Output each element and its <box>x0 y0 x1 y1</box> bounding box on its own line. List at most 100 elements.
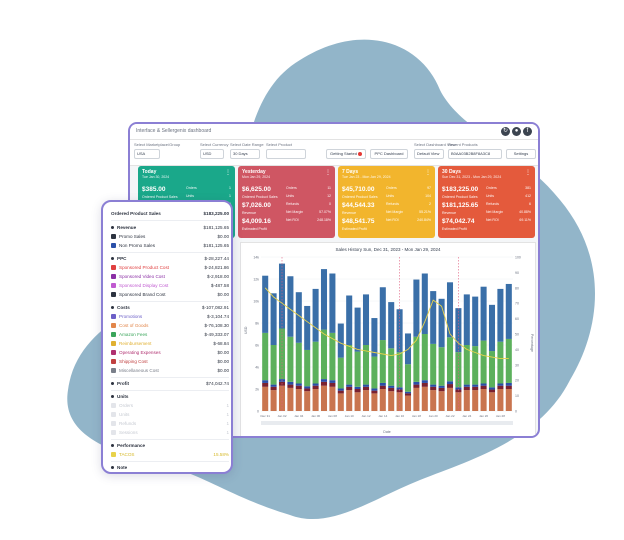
breakdown-row: Shipping Cost $0.00 <box>111 358 229 367</box>
breakdown-panel: Ordered Product Sales $183,225.00 Revenu… <box>101 200 233 474</box>
checkbox-icon[interactable] <box>111 403 116 408</box>
card-stat-value: 6 <box>529 202 531 206</box>
bar-segment <box>396 387 403 390</box>
card-metric-label: Revenue <box>242 211 257 215</box>
bar-segment <box>312 389 319 411</box>
row-label: Amazon Fees <box>119 332 148 337</box>
checkbox-icon[interactable] <box>111 421 116 426</box>
window-title: Interface & Sellergenix dashboard <box>136 128 212 134</box>
breakdown-row: Revenue $181,125.65 <box>111 224 229 233</box>
bar-segment <box>446 381 454 385</box>
x-tick-label: Jan 06 <box>311 414 320 418</box>
checkbox-icon[interactable] <box>111 323 116 328</box>
chart-scrollbar[interactable] <box>261 421 513 425</box>
y2-tick-label: 80 <box>515 286 519 290</box>
bar-segment <box>463 294 470 345</box>
marketplace-select[interactable]: USA <box>134 149 160 159</box>
breakdown-row: Profit $74,042.74 <box>111 380 229 389</box>
divider <box>111 390 229 391</box>
checkbox-icon[interactable] <box>111 243 116 248</box>
date-range-select[interactable]: 30 Days <box>230 149 260 159</box>
facebook-icon[interactable]: f <box>523 127 532 136</box>
row-label: Shipping Cost <box>119 359 148 364</box>
bullet-icon <box>111 466 114 469</box>
bar-segment <box>337 357 344 389</box>
card-stat-label: Orders <box>386 186 397 190</box>
kebab-menu-icon[interactable]: ⋮ <box>425 170 431 176</box>
card-date: Mon Jan 29, 2024 <box>242 175 271 179</box>
bar-segment <box>304 305 311 350</box>
card-7-days[interactable]: 7 Days Tue Jan 23 - Mon Jan 29, 2024 ⋮ $45,… <box>338 166 435 238</box>
breakdown-row: Cost of Goods $-76,108.30 <box>111 322 229 331</box>
ppc-dashboard-button[interactable]: PPC Dashboard <box>370 149 408 159</box>
chart-title: Sales History Sun, Dec 31, 2023 - Mon Ja… <box>335 247 441 252</box>
y-tick-label: 8k <box>255 322 259 326</box>
bar-segment <box>463 390 470 411</box>
card-date: Tue Jan 30, 2024 <box>142 175 170 179</box>
row-value: $-68.84 <box>213 341 229 346</box>
checkbox-icon[interactable] <box>111 350 116 355</box>
product-select[interactable] <box>266 149 306 159</box>
checkbox-icon[interactable] <box>111 359 116 364</box>
bar-segment <box>354 307 361 352</box>
bar-segment <box>337 393 344 411</box>
row-value: $181,125.65 <box>203 243 229 248</box>
row-value: $0.00 <box>217 359 230 364</box>
checkbox-icon[interactable] <box>111 234 116 239</box>
bar-segment <box>346 384 353 387</box>
bar-segment <box>295 383 302 386</box>
bar-segment <box>362 294 370 345</box>
bar-segment <box>371 393 378 411</box>
bar-segment <box>362 384 370 387</box>
settings-button[interactable]: Settings <box>506 149 536 159</box>
refresh-icon[interactable]: ↻ <box>501 127 510 136</box>
row-label: Cost of Goods <box>119 323 149 328</box>
breakdown-row: Operating Expenses $0.00 <box>111 349 229 358</box>
bar-segment <box>379 389 386 411</box>
x-tick-label: Jan 10 <box>345 414 354 418</box>
breakdown-row: Refunds 1 <box>111 420 229 429</box>
checkbox-icon[interactable] <box>111 412 116 417</box>
kebab-menu-icon[interactable]: ⋮ <box>325 170 331 176</box>
checkbox-icon[interactable] <box>111 368 116 373</box>
divider <box>111 377 229 378</box>
bar-segment <box>362 345 370 385</box>
y-tick-label: 0 <box>257 410 259 414</box>
checkbox-icon[interactable] <box>111 265 116 270</box>
checkbox-icon[interactable] <box>111 314 116 319</box>
bar-segment <box>497 341 504 384</box>
checkbox-icon[interactable] <box>111 430 116 435</box>
dashboard-view-label: Select Dashboard View <box>414 142 456 147</box>
kebab-menu-icon[interactable]: ⋮ <box>225 170 231 176</box>
y2-tick-label: 30 <box>515 363 519 367</box>
checkbox-icon[interactable] <box>111 292 116 297</box>
dashboard-view-select[interactable]: Default View <box>414 149 444 159</box>
user-icon[interactable]: ● <box>512 127 521 136</box>
x-tick-label: Jan 14 <box>378 414 387 418</box>
checkbox-icon[interactable] <box>111 283 116 288</box>
bar-segment <box>446 384 454 388</box>
card-30-days[interactable]: 30 Days Sun Dec 31, 2023 - Mon Jan 29, 20… <box>438 166 535 238</box>
bar-segment <box>455 389 462 393</box>
getting-started-button[interactable]: Getting Started <box>326 149 366 159</box>
checkbox-icon[interactable] <box>111 274 116 279</box>
bar-segment <box>505 385 512 389</box>
checkbox-icon[interactable] <box>111 452 116 457</box>
recent-products-select[interactable]: B0AA03B2B8F8A3C8 <box>448 149 502 159</box>
card-yesterday[interactable]: Yesterday Mon Jan 29, 2024 ⋮ $6,625.00 Order… <box>238 166 335 238</box>
row-label: Costs <box>117 305 130 310</box>
bar-segment <box>480 340 487 384</box>
row-label: Units <box>117 394 129 399</box>
card-stat-label: Units <box>486 194 494 198</box>
card-stat-value: 240.84% <box>417 218 431 222</box>
tacos-line <box>264 287 509 360</box>
bar-segment <box>421 273 428 334</box>
currency-select[interactable]: USD <box>200 149 224 159</box>
kebab-menu-icon[interactable]: ⋮ <box>525 170 531 176</box>
x-tick-label: Jan 12 <box>361 414 370 418</box>
checkbox-icon[interactable] <box>111 332 116 337</box>
bar-segment <box>404 364 412 392</box>
row-value: $-28,227.44 <box>204 256 229 261</box>
checkbox-icon[interactable] <box>111 341 116 346</box>
row-value: $-24,821.86 <box>204 265 229 270</box>
